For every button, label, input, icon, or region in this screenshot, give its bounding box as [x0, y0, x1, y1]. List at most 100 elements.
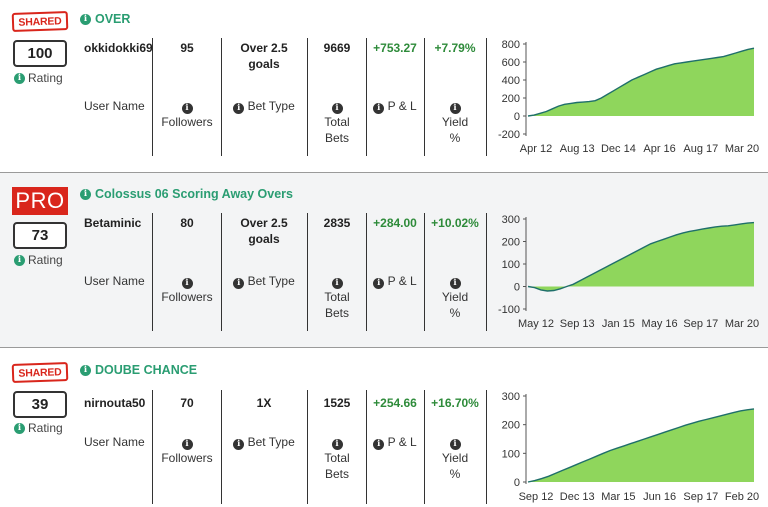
bet-type-label-text: Bet Type — [247, 274, 295, 288]
pnl-area — [528, 48, 754, 117]
tipster-name-link[interactable]: i Colossus 06 Scoring Away Overs — [80, 187, 293, 201]
total-bets-value: 1525 — [323, 396, 351, 410]
yield-value: +10.02% — [431, 216, 479, 230]
followers-value: 70 — [180, 396, 194, 410]
info-icon[interactable]: i — [80, 188, 91, 200]
rating-label-text: Rating — [28, 71, 63, 85]
bet-type-value: Over 2.5 goals — [240, 216, 288, 246]
pnl-chart: 300 200 100 0 -100 May 12 Sep 13 Jan 15 May 16 Se… — [490, 211, 760, 331]
pnl-column: +753.27 — [366, 40, 424, 56]
rating-label-text: Rating — [28, 253, 63, 267]
divider — [221, 390, 222, 504]
yield-column: +10.02% — [424, 215, 486, 231]
x-tick-label: Mar 15 — [601, 491, 635, 503]
info-icon[interactable]: i — [181, 102, 193, 114]
pnl-area — [528, 408, 754, 482]
x-tick-label: Aug 13 — [560, 143, 595, 155]
total-bets-value: 2835 — [323, 216, 351, 230]
y-tick-label: -100 — [498, 304, 520, 316]
pnl-area — [528, 222, 754, 291]
total-bets-column: 2835 — [307, 215, 367, 231]
divider — [366, 213, 367, 331]
divider — [307, 38, 308, 156]
y-tick-label: 200 — [502, 93, 520, 105]
y-tick-label: 300 — [502, 214, 520, 226]
pnl-chart: 300 200 100 0 Sep 12 Dec 13 Mar 15 Jun 16 Sep 17… — [490, 388, 760, 504]
followers-label-text: Followers — [161, 290, 213, 304]
info-icon[interactable]: i — [449, 102, 461, 114]
divider — [221, 38, 222, 156]
x-tick-label: Jan 15 — [602, 318, 635, 330]
pnl-value: +284.00 — [373, 216, 417, 230]
tipster-name-link[interactable]: i DOUBE CHANCE — [80, 363, 197, 377]
pnl-label: i P & L — [366, 98, 424, 114]
yield-label: i Yield % — [424, 273, 486, 321]
x-tick-label: May 12 — [518, 318, 554, 330]
info-icon[interactable]: i — [331, 102, 343, 114]
info-icon[interactable]: i — [449, 277, 461, 289]
shared-badge: SHARED — [11, 11, 69, 32]
info-icon[interactable]: i — [373, 438, 385, 450]
x-tick-label: Apr 12 — [520, 143, 552, 155]
bet-type-value: 1X — [256, 396, 272, 410]
x-tick-label: Dec 13 — [560, 491, 595, 503]
divider — [424, 213, 425, 331]
y-tick-label: 400 — [502, 75, 520, 87]
info-icon[interactable]: i — [233, 438, 245, 450]
info-icon[interactable]: i — [80, 13, 91, 25]
user-column: nirnouta50 — [84, 395, 154, 411]
info-icon[interactable]: i — [14, 422, 25, 434]
followers-label-text: Followers — [161, 451, 213, 465]
divider — [221, 213, 222, 331]
bet-type-column: Over 2.5 goals — [221, 215, 307, 247]
pnl-line — [527, 47, 755, 117]
tipster-name-link[interactable]: i OVER — [80, 12, 130, 26]
followers-label-text: Followers — [161, 115, 213, 129]
user-name[interactable]: Betaminic — [84, 216, 142, 230]
x-tick-label: Sep 17 — [683, 318, 718, 330]
y-tick-label: 100 — [502, 448, 520, 460]
info-icon[interactable]: i — [233, 277, 245, 289]
rating-value: 73 — [13, 222, 67, 249]
bet-type-label-text: Bet Type — [247, 99, 295, 113]
total-bets-label-text: Total Bets — [324, 451, 350, 481]
user-label-text: User Name — [84, 435, 145, 449]
pnl-line — [527, 408, 755, 483]
y-tick-label: 200 — [502, 237, 520, 249]
tipster-card: SHARED i OVER 100 i Rating okkidokki69 U… — [0, 0, 768, 173]
followers-label: i Followers — [152, 273, 222, 305]
info-icon[interactable]: i — [233, 102, 245, 114]
info-icon[interactable]: i — [331, 277, 343, 289]
pnl-chart-svg: 300 200 100 0 -100 May 12 Sep 13 Jan 15 May 16 Se… — [498, 214, 759, 330]
followers-column: 80 — [152, 215, 222, 231]
user-label: User Name — [84, 273, 154, 289]
yield-label-text: Yield % — [441, 115, 469, 145]
total-bets-label: i Total Bets — [307, 273, 367, 321]
y-tick-label: 0 — [514, 477, 520, 489]
user-label-text: User Name — [84, 274, 145, 288]
total-bets-label: i Total Bets — [307, 434, 367, 482]
tipster-name[interactable]: DOUBE CHANCE — [95, 363, 198, 377]
tipster-name[interactable]: Colossus 06 Scoring Away Overs — [95, 187, 293, 201]
info-icon[interactable]: i — [181, 277, 193, 289]
pnl-column: +254.66 — [366, 395, 424, 411]
followers-value: 80 — [180, 216, 194, 230]
bet-type-column: Over 2.5 goals — [221, 40, 307, 72]
info-icon[interactable]: i — [331, 438, 343, 450]
tipster-name[interactable]: OVER — [95, 12, 131, 26]
info-icon[interactable]: i — [181, 438, 193, 450]
y-tick-label: 800 — [502, 39, 520, 51]
user-name[interactable]: okkidokki69 — [84, 41, 153, 55]
x-tick-label: Feb 20 — [725, 491, 759, 503]
info-icon[interactable]: i — [14, 72, 25, 84]
info-icon[interactable]: i — [449, 438, 461, 450]
info-icon[interactable]: i — [373, 102, 385, 114]
info-icon[interactable]: i — [373, 277, 385, 289]
user-label-text: User Name — [84, 99, 145, 113]
divider — [152, 213, 153, 331]
user-name[interactable]: nirnouta50 — [84, 396, 146, 410]
info-icon[interactable]: i — [80, 364, 91, 376]
yield-value: +16.70% — [431, 396, 479, 410]
total-bets-column: 9669 — [307, 40, 367, 56]
info-icon[interactable]: i — [14, 254, 25, 266]
